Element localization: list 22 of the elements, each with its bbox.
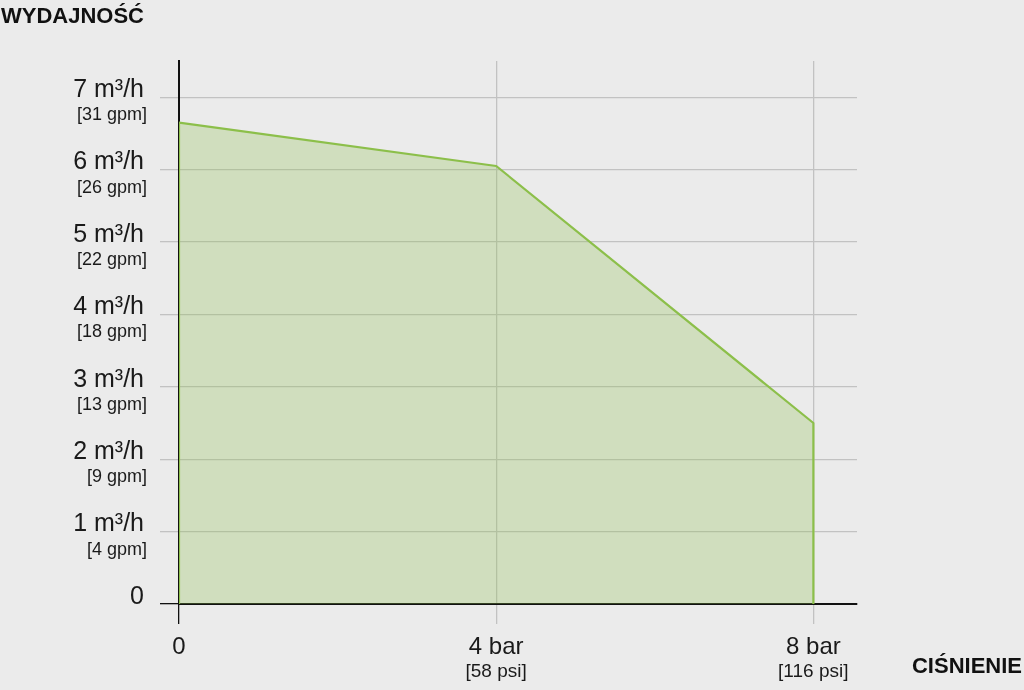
y2-tick-label: [26 gpm] xyxy=(76,176,147,197)
y-tick-label: 3 m³/h xyxy=(73,363,144,392)
y2-tick-label: [31 gpm] xyxy=(76,104,147,125)
y2-tick-label: [9 gpm] xyxy=(86,466,147,487)
y-tick-label: 2 m³/h xyxy=(73,436,144,465)
y-tick-label: 6 m³/h xyxy=(73,146,144,175)
x-tick-label: 4 bar xyxy=(468,632,524,660)
y2-tick-label: [18 gpm] xyxy=(76,321,147,342)
y-tick-label: 1 m³/h xyxy=(73,508,144,537)
x-tick-label: 8 bar xyxy=(786,632,841,660)
y2-tick-label: [13 gpm] xyxy=(76,393,147,414)
y-tick-label: 7 m³/h xyxy=(73,74,144,103)
x-tick-label: 0 xyxy=(172,632,186,660)
y2-tick-label: [4 gpm] xyxy=(86,538,147,559)
x2-tick-label: [58 psi] xyxy=(465,659,527,681)
y-tick-label: 4 m³/h xyxy=(73,291,144,320)
y-axis-title: WYDAJNOŚĆ xyxy=(1,3,145,29)
x-axis-title: CIŚNIENIE xyxy=(911,653,1022,679)
y2-tick-label: [22 gpm] xyxy=(76,248,147,269)
y-tick-label: 5 m³/h xyxy=(73,218,144,247)
x2-tick-label: [116 psi] xyxy=(778,659,849,681)
y-tick-label: 0 xyxy=(130,580,144,609)
